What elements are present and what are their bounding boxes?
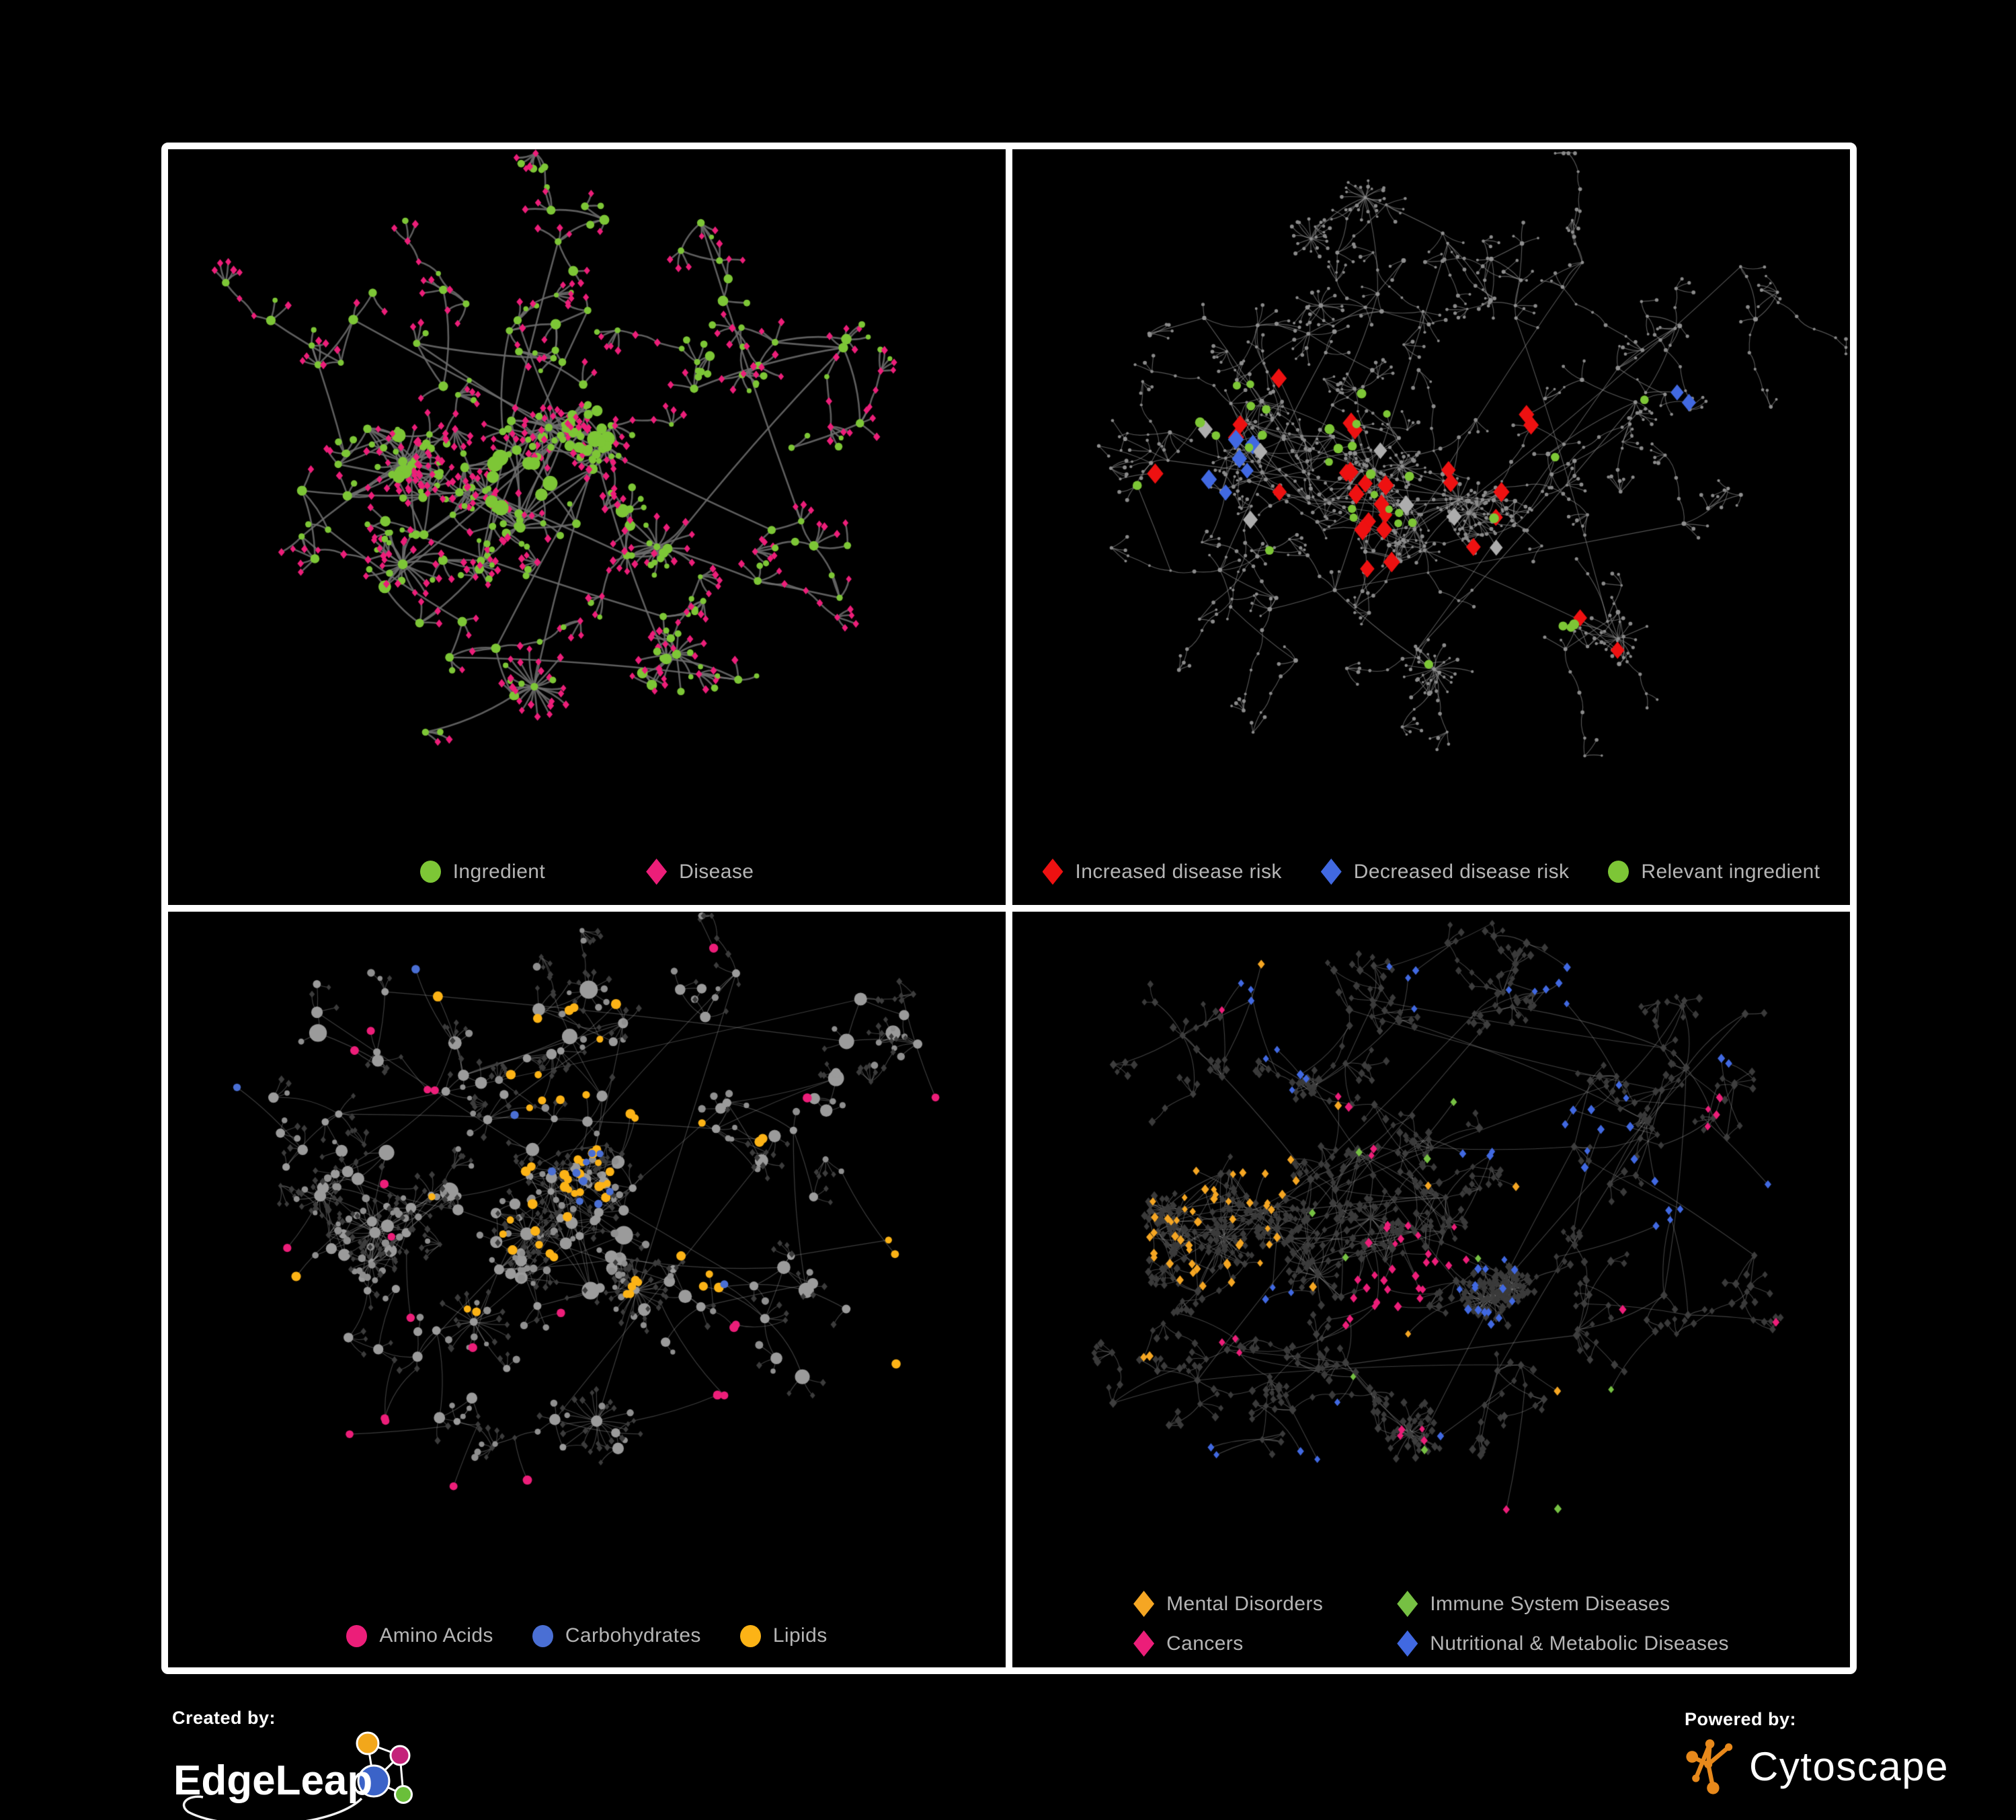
panel-disease-risk: Increased disease risk Decreased disease … [1012,149,1850,905]
legend-label: Decreased disease risk [1353,860,1570,883]
legend-item-disease: Disease [646,859,754,885]
panel-ingredient-disease: Ingredient Disease [168,149,1006,905]
edgeleap-node-magenta [389,1745,411,1766]
legend-label: Lipids [772,1624,828,1647]
disease-diamond-marker [646,859,668,885]
network-canvas-disease-risk [1012,149,1850,905]
network-canvas-macronutrients [168,912,1006,1667]
legend-label: Mental Disorders [1166,1592,1324,1615]
mental-disorders-diamond-marker [1133,1591,1155,1617]
legend-item-cancers: Cancers [1133,1630,1323,1657]
legend-label: Increased disease risk [1075,860,1282,883]
edgeleap-node-orange [356,1731,380,1755]
legend-item-amino-acids: Amino Acids [346,1624,493,1647]
lipids-circle-marker [739,1624,761,1647]
edgeleap-swoosh [182,1795,363,1820]
cytoscape-logo-row: Cytoscape [1685,1735,1949,1797]
immune-system-diseases-diamond-marker [1397,1591,1418,1617]
edgeleap-branding: Created by: EdgeLeap [172,1708,441,1820]
legend-label: Relevant ingredient [1641,860,1820,883]
footer: Created by: EdgeLeap Powered by: [0,1674,2016,1820]
cancers-diamond-marker [1133,1630,1155,1657]
edgeleap-wordmark: EdgeLeap [173,1757,372,1804]
legend-macronutrients: Amino Acids Carbohydrates Lipids [168,1624,1006,1647]
legend-label: Cancers [1166,1632,1244,1655]
cytoscape-branding: Powered by: [1685,1709,1949,1797]
legend-label: Amino Acids [379,1624,493,1647]
legend-label: Carbohydrates [565,1624,701,1647]
legend-disease-categories: Mental Disorders Cancers Immune System Dis… [1012,1591,1850,1657]
edgeleap-node-blue [357,1764,391,1798]
legend-item-carbohydrates: Carbohydrates [532,1624,701,1647]
panel-disease-categories: Mental Disorders Cancers Immune System Dis… [1012,912,1850,1667]
edgeleap-logo: EdgeLeap [173,1731,413,1820]
legend-item-mental-disorders: Mental Disorders [1133,1591,1323,1617]
increased-disease-risk-diamond-marker [1042,859,1063,885]
legend-label: Ingredient [452,860,546,883]
cytoscape-wordmark: Cytoscape [1749,1743,1949,1789]
powered-by-label: Powered by: [1685,1709,1797,1729]
decreased-disease-risk-diamond-marker [1320,859,1342,885]
legend-item-increased-disease-risk: Increased disease risk [1042,859,1282,885]
legend-label: Immune System Diseases [1430,1592,1670,1615]
legend-ingredient-disease: Ingredient Disease [168,859,1006,885]
legend-item-decreased-disease-risk: Decreased disease risk [1320,859,1570,885]
legend-item-immune-system-diseases: Immune System Diseases [1397,1591,1729,1617]
legend-item-lipids: Lipids [739,1624,828,1647]
created-by-label: Created by: [172,1708,276,1728]
cytoscape-logo-icon [1686,1739,1733,1794]
legend-label: Disease [679,860,754,883]
ingredient-circle-marker [419,861,441,883]
amino-acids-circle-marker [346,1624,368,1647]
panel-grid: Ingredient Disease Increased disease risk… [161,143,1857,1674]
legend-label: Nutritional & Metabolic Diseases [1430,1632,1729,1655]
relevant-ingredient-circle-marker [1608,861,1629,883]
legend-item-relevant-ingredient: Relevant ingredient [1608,861,1820,883]
legend-item-ingredient: Ingredient [419,860,546,883]
network-canvas-ingredient-disease [168,149,1006,905]
nutritional-metabolic-diseases-diamond-marker [1397,1630,1418,1657]
network-canvas-disease-categories [1012,912,1850,1667]
carbohydrates-circle-marker [532,1624,553,1647]
panel-macronutrients: Amino Acids Carbohydrates Lipids [168,912,1006,1667]
legend-item-nutritional-metabolic-diseases: Nutritional & Metabolic Diseases [1397,1630,1729,1657]
edgeleap-node-green [394,1785,413,1804]
legend-disease-risk: Increased disease risk Decreased disease … [1012,859,1850,885]
